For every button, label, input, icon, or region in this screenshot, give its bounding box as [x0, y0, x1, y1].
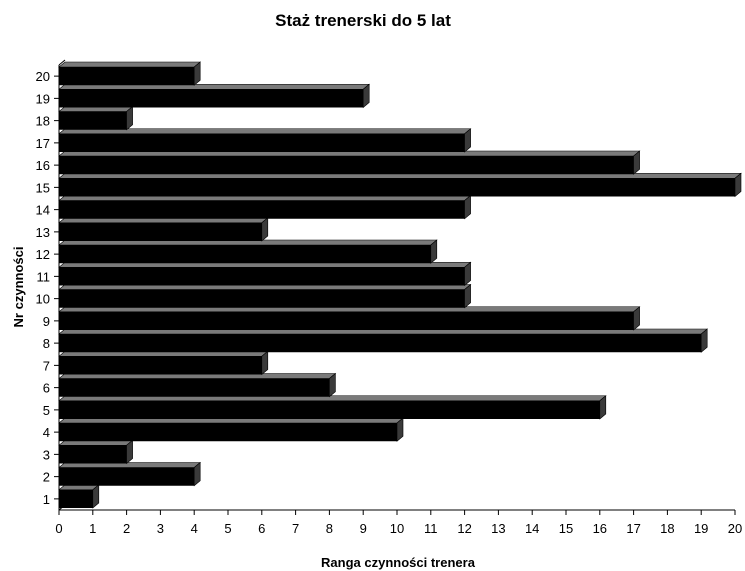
bar-front-face	[59, 133, 465, 152]
bar-front-face	[59, 467, 195, 486]
bar-19	[58, 83, 371, 109]
bar-top-face	[58, 61, 202, 68]
bar-12	[58, 239, 438, 264]
bar-front-face	[59, 245, 431, 264]
bar-5	[58, 395, 607, 420]
y-tick-label: 9	[43, 314, 50, 329]
x-tick-label: 4	[191, 521, 198, 536]
x-tick-label: 16	[593, 521, 607, 536]
x-tick-label: 20	[728, 521, 742, 536]
bar-front-face	[59, 156, 634, 175]
bar-front-face	[59, 200, 465, 219]
bar-20	[58, 61, 202, 86]
y-tick-label: 16	[36, 158, 50, 173]
bar-1	[58, 484, 100, 509]
bar-16	[58, 150, 641, 175]
bar-front-face	[59, 178, 735, 197]
y-tick-label: 20	[36, 69, 50, 84]
bar-8	[58, 328, 709, 353]
y-tick-label: 11	[37, 269, 51, 284]
x-tick-label: 17	[626, 521, 640, 536]
bar-13	[58, 217, 269, 242]
x-tick-labels: 0 1 2 3 4 5 6 7 8 9 10 11 12 13 14 15 16 17 18 19 20	[55, 521, 742, 536]
x-tick-label: 1	[89, 521, 96, 536]
x-tick-label: 15	[559, 521, 573, 536]
y-tick-label: 5	[43, 403, 50, 418]
y-tick-label: 6	[43, 381, 50, 396]
y-tick-label: 7	[43, 358, 50, 373]
bar-front-face	[59, 378, 330, 397]
bar-front-face	[59, 356, 262, 375]
x-tick-label: 0	[55, 521, 62, 536]
bar-18	[58, 105, 134, 131]
x-tick-label: 14	[525, 521, 539, 536]
y-tick-label: 18	[36, 114, 50, 129]
x-tick-label: 11	[424, 521, 438, 536]
bar-front-face	[59, 222, 262, 241]
x-tick-label: 10	[390, 521, 404, 536]
y-tick-label: 4	[43, 425, 50, 440]
x-tick-label: 18	[660, 521, 674, 536]
bar-15	[58, 172, 742, 198]
bar-front-face	[59, 289, 465, 308]
y-tick-label: 8	[43, 336, 50, 351]
bar-3	[58, 439, 134, 465]
x-tick-label: 7	[292, 521, 299, 536]
x-axis-title: Ranga czynności trenera	[321, 555, 476, 570]
bar-front-face	[59, 400, 600, 419]
bar-front-face	[59, 311, 634, 330]
x-tick-label: 5	[224, 521, 231, 536]
y-tick-label: 2	[43, 470, 50, 485]
bar-front-face	[59, 89, 364, 108]
y-tick-label: 19	[36, 91, 50, 106]
x-tick-label: 13	[491, 521, 505, 536]
axis-depth-edge	[58, 59, 66, 66]
x-tick-label: 6	[258, 521, 265, 536]
bar-front-face	[59, 111, 127, 130]
y-tick-label: 10	[36, 292, 50, 307]
bar-front-face	[59, 489, 93, 508]
y-tick-label: 15	[36, 180, 50, 195]
bar-14	[58, 194, 472, 220]
bar-front-face	[59, 445, 127, 464]
x-tick-label: 12	[457, 521, 471, 536]
y-tick-label: 17	[36, 136, 50, 151]
y-tick-label: 13	[36, 225, 50, 240]
bar-10	[58, 283, 472, 309]
bar-11	[58, 261, 472, 287]
y-tick-label: 3	[43, 447, 50, 462]
bar-front-face	[59, 267, 465, 286]
x-tick-label: 2	[123, 521, 130, 536]
bar-front-face	[59, 67, 195, 86]
bars	[58, 61, 742, 509]
y-axis-title: Nr czynności	[11, 247, 26, 328]
x-tick-label: 3	[157, 521, 164, 536]
bar-17	[58, 128, 472, 153]
x-tick-label: 9	[360, 521, 367, 536]
bar-front-face	[59, 423, 397, 442]
x-tick-label: 19	[694, 521, 708, 536]
y-tick-label: 1	[43, 492, 50, 507]
bar-4	[58, 417, 404, 442]
bar-front-face	[59, 334, 702, 353]
y-tick-label: 12	[36, 247, 50, 262]
bar-7	[58, 350, 269, 376]
bar-2	[58, 461, 202, 487]
y-tick-label: 14	[36, 203, 50, 218]
chart-title: Staż trenerski do 5 lat	[275, 11, 451, 30]
bar-9	[58, 306, 641, 331]
x-tick-label: 8	[326, 521, 333, 536]
bar-6	[58, 372, 337, 398]
